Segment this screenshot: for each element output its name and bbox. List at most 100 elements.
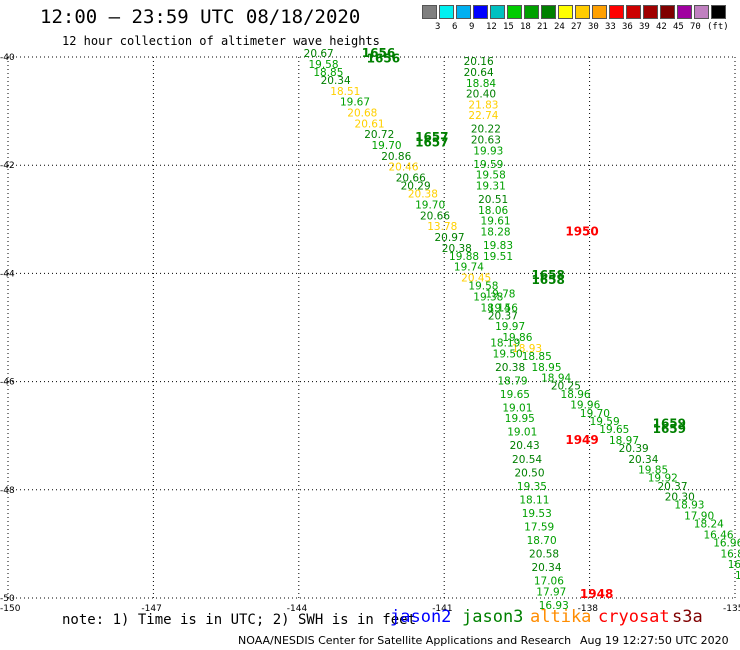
wave-height-value: 19.95 xyxy=(505,413,535,425)
lat-label: -44 xyxy=(0,269,15,279)
wave-height-value: 18.85 xyxy=(522,351,552,363)
wave-height-value: 19.51 xyxy=(483,251,513,263)
color-scale-label: 6 xyxy=(452,22,458,32)
wave-height-value: 20.61 xyxy=(355,118,385,130)
wave-height-value: 19.74 xyxy=(454,262,484,274)
color-scale-label: 33 xyxy=(605,22,616,32)
color-scale-label: 30 xyxy=(588,22,599,32)
pass-time-label: 1949 xyxy=(565,433,598,447)
wave-height-value: 18.70 xyxy=(527,535,557,547)
wave-height-value: 20.67 xyxy=(304,48,334,60)
wave-height-value: 18.11 xyxy=(519,494,549,506)
wave-height-value: 20.38 xyxy=(442,243,472,255)
color-swatch xyxy=(592,5,607,19)
wave-height-value: 18.14 xyxy=(481,302,511,314)
wave-height-value: 20.40 xyxy=(466,89,496,101)
wave-height-value: 20.50 xyxy=(514,467,544,479)
wave-height-value: 19.83 xyxy=(483,240,513,252)
lon-label: -147 xyxy=(141,604,161,614)
color-swatch xyxy=(677,5,692,19)
color-swatch xyxy=(439,5,454,19)
color-scale-label: 70 xyxy=(690,22,701,32)
legend-item-jason3: jason3 xyxy=(462,607,524,627)
pass-time-label: 1656 xyxy=(367,51,400,65)
color-swatch xyxy=(524,5,539,19)
wave-height-value: 15.63 xyxy=(735,570,740,582)
wave-height-value: 20.38 xyxy=(408,189,438,201)
pass-time-label: 1658 xyxy=(531,268,564,282)
wave-height-value: 18.94 xyxy=(541,373,571,385)
wave-height-value: 19.92 xyxy=(648,473,678,485)
wave-height-value: 18.93 xyxy=(674,500,704,512)
color-swatch xyxy=(422,5,437,19)
wave-height-value: 18.06 xyxy=(478,205,508,217)
wave-height-value: 19.59 xyxy=(590,416,620,428)
pass-time-label: 1659 xyxy=(653,417,686,431)
legend-item-cryosat: cryosat xyxy=(598,607,670,627)
color-swatch xyxy=(456,5,471,19)
wave-height-value: 20.29 xyxy=(401,181,431,193)
wave-height-value: 18.97 xyxy=(609,435,639,447)
wave-height-value: 18.28 xyxy=(481,227,511,239)
wave-height-value: 19.01 xyxy=(502,402,532,414)
wave-height-value: 19.97 xyxy=(495,321,525,333)
lon-label: -135 xyxy=(723,604,740,614)
color-scale-label: 45 xyxy=(673,22,684,32)
wave-height-value: 20.97 xyxy=(435,232,465,244)
pass-time-label: 1657 xyxy=(415,135,448,149)
color-swatch xyxy=(711,5,726,19)
wave-height-value: 20.68 xyxy=(347,108,377,120)
pass-time-label: 1659 xyxy=(653,422,686,436)
color-swatch xyxy=(473,5,488,19)
wave-height-value: 20.22 xyxy=(471,124,501,136)
wave-height-value: 18.85 xyxy=(313,67,343,79)
color-swatch xyxy=(490,5,505,19)
wave-height-value: 20.34 xyxy=(531,562,561,574)
lat-label: -46 xyxy=(0,378,15,388)
wave-height-value: 17.90 xyxy=(684,511,714,523)
wave-height-value: 20.39 xyxy=(619,443,649,455)
wave-height-value: 20.38 xyxy=(495,362,525,374)
wave-height-value: 18.79 xyxy=(498,375,528,387)
color-scale-label: 9 xyxy=(469,22,475,32)
wave-height-value: 19.65 xyxy=(500,389,530,401)
lon-label: -144 xyxy=(287,604,308,614)
wave-height-value: 19.50 xyxy=(493,348,523,360)
wave-height-value: 16.46 xyxy=(703,529,733,541)
wave-height-value: 19.61 xyxy=(481,216,511,228)
wave-height-value: 19.01 xyxy=(507,427,537,439)
wave-height-value: 19.70 xyxy=(580,408,610,420)
lat-label: -50 xyxy=(0,594,15,604)
pass-time-label: 1950 xyxy=(565,225,598,239)
wave-height-value: 18.96 xyxy=(561,389,591,401)
wave-height-value: 20.64 xyxy=(464,67,494,79)
wave-height-value: 20.37 xyxy=(488,310,518,322)
wave-height-value: 13.78 xyxy=(427,221,457,233)
wave-height-value: 20.30 xyxy=(665,492,695,504)
page-title: 12:00 — 23:59 UTC 08/18/2020 xyxy=(40,6,361,28)
wave-height-value: 19.86 xyxy=(502,332,532,344)
pass-time-label: 1656 xyxy=(362,46,395,60)
wave-height-value: 20.25 xyxy=(551,381,581,393)
wave-height-value: 20.45 xyxy=(461,273,491,285)
color-swatch xyxy=(541,5,556,19)
color-scale-label: 39 xyxy=(639,22,650,32)
color-scale-label: 21 xyxy=(537,22,548,32)
wave-height-value: 20.34 xyxy=(321,75,351,87)
color-scale-label: 27 xyxy=(571,22,582,32)
wave-height-value: 19.35 xyxy=(517,481,547,493)
wave-height-value: 19.56 xyxy=(488,302,518,314)
pass-time-label: 1657 xyxy=(415,130,448,144)
color-swatch xyxy=(558,5,573,19)
wave-height-value: 20.37 xyxy=(657,481,687,493)
legend-item-jason2: jason2 xyxy=(390,607,452,627)
wave-height-value: 20.66 xyxy=(396,172,426,184)
wave-height-value: 19.58 xyxy=(476,170,506,182)
lon-label: -141 xyxy=(432,604,452,614)
wave-height-value: 17.06 xyxy=(534,575,564,587)
wave-height-value: 19.53 xyxy=(522,508,552,520)
wave-height-value: 19.70 xyxy=(372,140,402,152)
wave-height-value: 20.43 xyxy=(510,440,540,452)
color-scale-label: 15 xyxy=(503,22,514,32)
